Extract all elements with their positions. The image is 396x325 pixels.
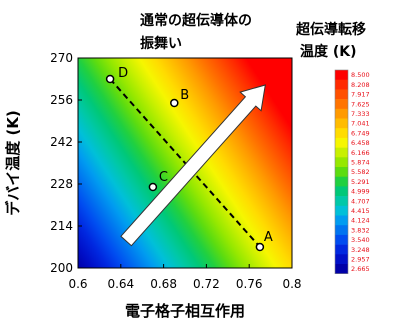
colorbar-swatch (335, 147, 348, 158)
colorbar-swatch (335, 215, 348, 226)
x-tick-label: 0.72 (193, 277, 220, 291)
colorbar-tick-label: 4.707 (351, 197, 370, 205)
colorbar-tick-label: 2.957 (351, 255, 370, 263)
colorbar-tick-label: 3.248 (351, 246, 370, 254)
colorbar-swatch (335, 186, 348, 197)
x-tick-label: 0.64 (107, 277, 134, 291)
dashed-line (109, 78, 261, 248)
colorbar-tick-label: 3.832 (351, 226, 370, 234)
x-axis-title: 電子格子相互作用 (125, 302, 245, 320)
y-tick-label: 228 (50, 177, 73, 191)
colorbar-swatch (335, 196, 348, 207)
colorbar-tick-label: 5.291 (351, 178, 370, 186)
colorbar-title-line-1: 超伝導転移 (295, 21, 366, 38)
colorbar-tick-label: 8.500 (351, 71, 370, 79)
colorbar-tick-label: 7.041 (351, 120, 370, 128)
colorbar-swatch (335, 89, 348, 100)
data-point-d (105, 74, 115, 84)
colorbar-swatch (335, 167, 348, 177)
x-tick-label: 0.6 (68, 277, 87, 291)
plot-frame (77, 57, 293, 269)
colorbar-swatch (335, 254, 348, 265)
colorbar-tick-label: 2.665 (351, 265, 370, 273)
colorbar-swatch (335, 157, 348, 168)
colorbar-tick-label: 3.540 (351, 236, 370, 244)
point-label-d: D (118, 66, 128, 81)
colorbar-tick-label: 5.582 (351, 168, 370, 176)
colorbar-title-line-2: 温度 (K) (300, 43, 357, 60)
colorbar-tick-label: 4.415 (351, 207, 370, 215)
colorbar-tick-label: 6.458 (351, 139, 370, 147)
colorbar-swatch (335, 244, 348, 255)
annotation-line-2: 振舞い (140, 35, 182, 52)
trend-arrow (120, 84, 266, 247)
x-tick-label: 0.8 (282, 277, 301, 291)
colorbar-swatch (335, 225, 348, 236)
colorbar-swatch (335, 70, 348, 80)
colorbar-swatch (335, 176, 348, 187)
data-point-c (148, 182, 158, 192)
point-label-a: A (264, 230, 273, 245)
annotation-line-1: 通常の超伝導体の (140, 12, 252, 29)
x-tick-label: 0.76 (236, 277, 263, 291)
colorbar-swatch (335, 137, 348, 148)
colorbar-tick-label: 7.333 (351, 110, 370, 118)
colorbar-swatch (335, 99, 348, 110)
colorbar-tick-label: 6.749 (351, 129, 370, 137)
colorbar-tick-label: 8.208 (351, 81, 370, 89)
x-tick-label: 0.68 (150, 277, 177, 291)
colorbar-frame (334, 69, 349, 274)
colorbar-swatch (335, 205, 348, 216)
overlay: A B C D (105, 66, 273, 252)
colorbar-swatch (335, 118, 348, 129)
y-tick-label: 200 (50, 261, 73, 275)
point-label-b: B (180, 88, 189, 103)
colorbar-tick-label: 7.625 (351, 100, 370, 108)
colorbar-swatch (335, 128, 348, 139)
data-point-a (255, 242, 265, 252)
colorbar-swatch (335, 234, 348, 245)
point-label-c: C (159, 170, 168, 185)
y-tick-label: 242 (50, 135, 73, 149)
colorbar-tick-label: 5.874 (351, 158, 370, 166)
colorbar-tick-label: 7.917 (351, 91, 370, 99)
colorbar-swatch (335, 108, 348, 119)
data-point-b (170, 98, 179, 108)
colorbar-swatch (335, 79, 348, 90)
axis-ticks: 0.6 0.64 0.68 0.72 0.76 0.8 200 214 228 242 256 270 (50, 51, 301, 291)
colorbar-tick-label: 6.166 (351, 149, 370, 157)
colorbar-tick-label: 4.999 (351, 188, 370, 196)
y-tick-label: 214 (50, 219, 73, 233)
y-tick-label: 270 (50, 51, 73, 65)
y-tick-label: 256 (50, 93, 73, 107)
y-axis-title: デバイ温度 (K) (4, 110, 22, 216)
colorbar-swatch (335, 264, 348, 274)
colorbar-tick-label: 4.124 (351, 217, 370, 225)
